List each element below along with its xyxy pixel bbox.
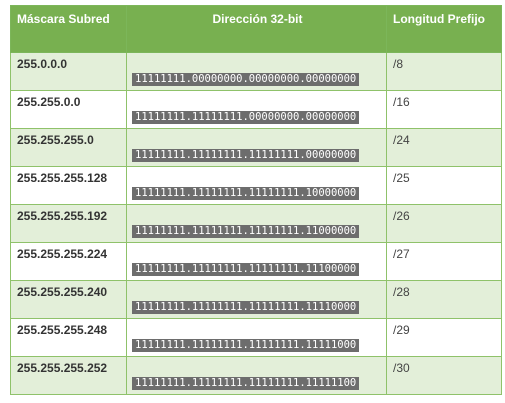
binary-code: 11111111.11111111.00000000.00000000 bbox=[132, 111, 360, 124]
binary-code: 11111111.11111111.11111111.11100000 bbox=[132, 263, 360, 276]
prefix-cell: /30 bbox=[386, 356, 502, 395]
prefix-cell: /25 bbox=[386, 166, 502, 205]
mask-cell: 255.255.255.240 bbox=[10, 280, 127, 319]
binary-code: 11111111.11111111.11111111.10000000 bbox=[132, 187, 360, 200]
prefix-cell: /16 bbox=[386, 90, 502, 129]
address-cell: 11111111.11111111.11111111.11111000 bbox=[126, 318, 387, 357]
binary-code: 11111111.11111111.11111111.00000000 bbox=[132, 149, 360, 162]
prefix-cell: /29 bbox=[386, 318, 502, 357]
binary-code: 11111111.11111111.11111111.11111100 bbox=[132, 377, 360, 390]
table-row: 255.255.255.0 11111111.11111111.11111111… bbox=[10, 128, 502, 167]
mask-cell: 255.255.0.0 bbox=[10, 90, 127, 129]
table-row: 255.255.255.224 11111111.11111111.111111… bbox=[10, 242, 502, 281]
address-cell: 11111111.11111111.11111111.11111100 bbox=[126, 356, 387, 395]
header-row: Máscara Subred Dirección 32-bit Longitud… bbox=[10, 5, 502, 53]
mask-cell: 255.255.255.192 bbox=[10, 204, 127, 243]
table-row: 255.255.255.252 11111111.11111111.111111… bbox=[10, 356, 502, 395]
table-header: Máscara Subred Dirección 32-bit Longitud… bbox=[10, 5, 502, 53]
address-cell: 11111111.11111111.11111111.11000000 bbox=[126, 204, 387, 243]
binary-code: 11111111.00000000.00000000.00000000 bbox=[132, 73, 360, 86]
prefix-cell: /27 bbox=[386, 242, 502, 281]
address-cell: 11111111.00000000.00000000.00000000 bbox=[126, 52, 387, 91]
prefix-cell: /24 bbox=[386, 128, 502, 167]
mask-cell: 255.255.255.248 bbox=[10, 318, 127, 357]
address-cell: 11111111.11111111.00000000.00000000 bbox=[126, 90, 387, 129]
table-row: 255.255.0.0 11111111.11111111.00000000.0… bbox=[10, 90, 502, 129]
table-row: 255.255.255.248 11111111.11111111.111111… bbox=[10, 318, 502, 357]
mask-cell: 255.255.255.128 bbox=[10, 166, 127, 205]
address-cell: 11111111.11111111.11111111.00000000 bbox=[126, 128, 387, 167]
binary-code: 11111111.11111111.11111111.11111000 bbox=[132, 339, 360, 352]
header-mask: Máscara Subred bbox=[10, 5, 127, 53]
table-row: 255.255.255.128 11111111.11111111.111111… bbox=[10, 166, 502, 205]
header-address: Dirección 32-bit bbox=[126, 5, 387, 53]
table-row: 255.0.0.0 11111111.00000000.00000000.000… bbox=[10, 52, 502, 91]
header-prefix: Longitud Prefijo bbox=[386, 5, 502, 53]
address-cell: 11111111.11111111.11111111.11100000 bbox=[126, 242, 387, 281]
prefix-cell: /8 bbox=[386, 52, 502, 91]
subnet-mask-table: Máscara Subred Dirección 32-bit Longitud… bbox=[10, 5, 502, 395]
address-cell: 11111111.11111111.11111111.11110000 bbox=[126, 280, 387, 319]
table-body: 255.0.0.0 11111111.00000000.00000000.000… bbox=[10, 52, 502, 395]
table-row: 255.255.255.240 11111111.11111111.111111… bbox=[10, 280, 502, 319]
table-row: 255.255.255.192 11111111.11111111.111111… bbox=[10, 204, 502, 243]
prefix-cell: /28 bbox=[386, 280, 502, 319]
mask-cell: 255.255.255.224 bbox=[10, 242, 127, 281]
binary-code: 11111111.11111111.11111111.11000000 bbox=[132, 225, 360, 238]
address-cell: 11111111.11111111.11111111.10000000 bbox=[126, 166, 387, 205]
mask-cell: 255.0.0.0 bbox=[10, 52, 127, 91]
mask-cell: 255.255.255.0 bbox=[10, 128, 127, 167]
binary-code: 11111111.11111111.11111111.11110000 bbox=[132, 301, 360, 314]
mask-cell: 255.255.255.252 bbox=[10, 356, 127, 395]
prefix-cell: /26 bbox=[386, 204, 502, 243]
